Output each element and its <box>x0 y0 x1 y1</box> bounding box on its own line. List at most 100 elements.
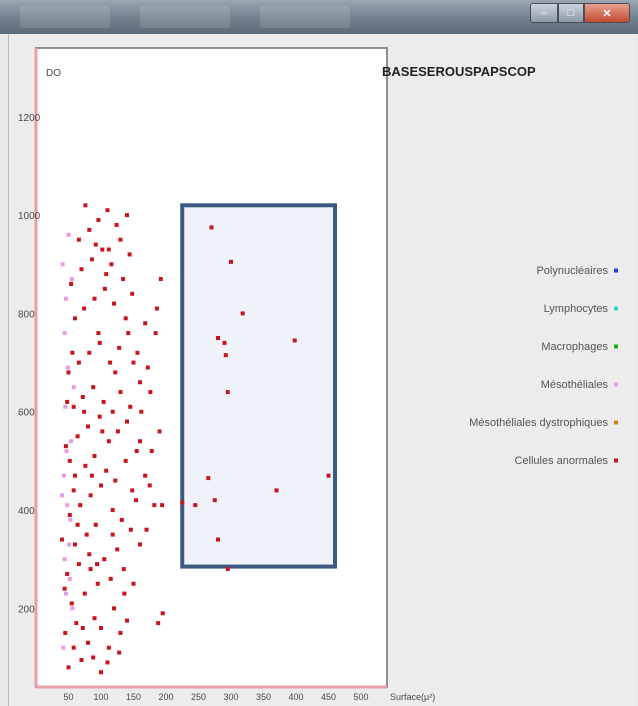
data-point <box>240 311 245 316</box>
window-controls: – □ ✕ <box>530 3 630 23</box>
x-tick-label: 200 <box>158 692 173 702</box>
data-point <box>87 227 92 232</box>
data-point <box>83 203 88 208</box>
legend-label: Mésothéliales <box>541 379 609 391</box>
data-point <box>62 586 67 591</box>
data-point <box>106 645 111 650</box>
data-point <box>93 242 98 247</box>
data-point <box>102 557 107 562</box>
data-point <box>160 503 165 508</box>
data-point <box>138 439 142 444</box>
selection-box[interactable] <box>180 203 337 569</box>
minimize-button[interactable]: – <box>530 3 558 23</box>
data-point <box>123 458 128 463</box>
data-point <box>104 468 109 473</box>
data-point <box>76 237 81 242</box>
data-point <box>216 537 220 542</box>
data-point <box>91 385 96 390</box>
data-point <box>99 670 103 675</box>
data-point <box>65 571 70 576</box>
data-point <box>128 527 133 532</box>
data-point <box>69 439 74 444</box>
data-point <box>75 434 80 439</box>
data-point <box>117 345 122 350</box>
data-point <box>97 414 102 419</box>
data-point <box>63 296 68 301</box>
data-point <box>225 567 230 572</box>
chart-title: BASESEROUSPAPSCOP <box>382 64 536 79</box>
data-point <box>96 218 101 223</box>
data-point <box>225 390 230 395</box>
data-point <box>147 483 152 488</box>
data-point <box>125 213 129 218</box>
data-point <box>66 665 71 670</box>
x-tick-label: 300 <box>223 692 238 702</box>
data-point <box>73 316 77 321</box>
data-point <box>130 488 135 493</box>
legend: Polynucléaires Lymphocytes Macrophages Méso… <box>469 265 618 467</box>
data-point <box>326 473 331 478</box>
y-axis-label: DO <box>46 68 61 79</box>
data-point <box>63 591 68 596</box>
data-point <box>292 338 297 343</box>
window-titlebar[interactable]: – □ ✕ <box>0 0 638 34</box>
legend-swatch <box>614 382 618 387</box>
data-point <box>102 286 107 291</box>
data-point <box>105 660 110 665</box>
x-tick-label: 500 <box>353 692 368 702</box>
data-point <box>73 542 77 547</box>
data-point <box>97 340 102 345</box>
data-point <box>158 277 163 282</box>
x-tick-label: 350 <box>256 692 271 702</box>
data-point <box>66 370 71 375</box>
data-point <box>130 291 135 296</box>
data-point <box>76 562 81 567</box>
data-point <box>110 409 115 414</box>
data-point <box>92 453 97 458</box>
close-button[interactable]: ✕ <box>584 3 630 23</box>
data-point <box>62 557 67 562</box>
x-tick-label: 400 <box>288 692 303 702</box>
data-point <box>88 493 93 498</box>
data-point <box>71 645 76 650</box>
data-point <box>83 463 88 468</box>
data-point <box>86 640 90 645</box>
data-point <box>131 581 136 586</box>
data-point <box>93 522 98 527</box>
data-point <box>80 394 85 399</box>
data-point <box>69 277 74 282</box>
titlebar-glass <box>260 6 350 28</box>
x-axis-ticks: 50 100 150 200 250 300 350 400 450 500 <box>63 692 368 702</box>
legend-label: Polynucléaires <box>536 265 608 277</box>
data-point <box>110 532 115 537</box>
data-point <box>69 601 74 606</box>
data-point <box>67 542 72 547</box>
data-point <box>65 365 70 370</box>
data-point <box>138 542 142 547</box>
data-point <box>86 424 90 429</box>
data-point <box>104 272 109 277</box>
data-points <box>60 203 331 675</box>
data-point <box>71 404 76 409</box>
data-point <box>125 419 129 424</box>
x-tick-label: 150 <box>126 692 141 702</box>
y-tick-label: 800 <box>18 309 35 320</box>
data-point <box>60 537 64 542</box>
legend-label: Lymphocytes <box>544 303 609 315</box>
data-point <box>87 350 92 355</box>
y-tick-label: 600 <box>18 408 35 419</box>
x-tick-label: 450 <box>321 692 336 702</box>
titlebar-glass <box>20 6 110 28</box>
data-point <box>122 591 127 596</box>
data-point <box>63 630 68 635</box>
legend-label: Cellules anormales <box>514 455 608 467</box>
data-point <box>63 444 68 449</box>
data-point <box>125 618 129 623</box>
data-point <box>160 611 165 616</box>
data-point <box>67 458 72 463</box>
data-point <box>114 222 119 227</box>
data-point <box>82 409 87 414</box>
data-point <box>121 277 126 282</box>
y-tick-label: 1200 <box>18 113 41 124</box>
maximize-button[interactable]: □ <box>558 3 584 23</box>
